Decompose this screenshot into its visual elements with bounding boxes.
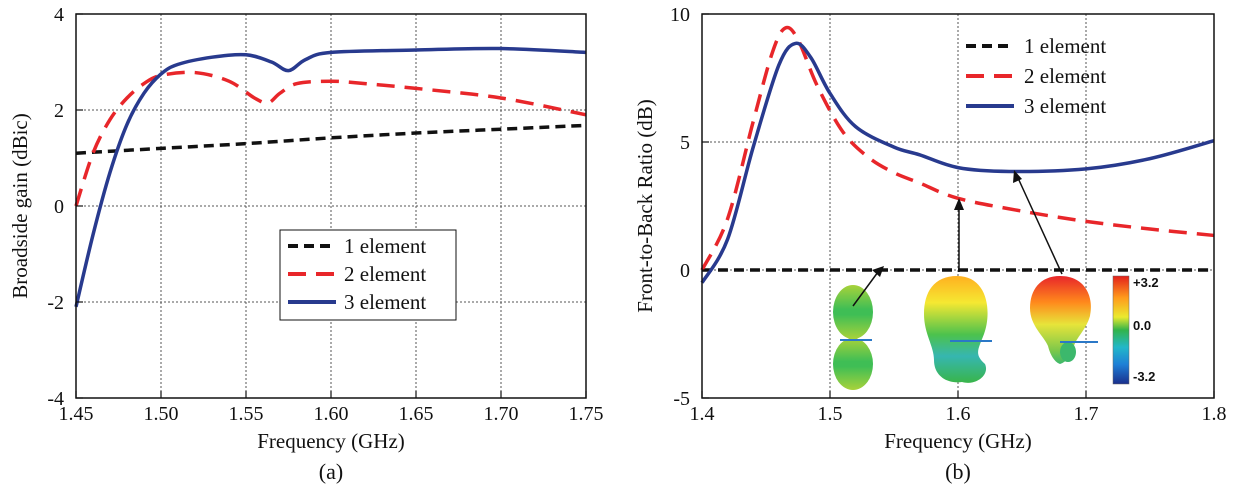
chart-b-xtick-label: 1.7 <box>1074 403 1099 425</box>
arrow-head-1 <box>872 266 884 277</box>
chart-b-ytick-label: -5 <box>673 388 690 410</box>
chart-b-legend-label-1: 1 element <box>1024 34 1106 58</box>
chart-a-xtick-label: 1.65 <box>399 403 434 425</box>
radiation-pattern-3-element <box>1030 276 1098 364</box>
colorbar-label-min: -3.2 <box>1133 369 1155 384</box>
chart-a-ytick-label: -4 <box>47 388 64 410</box>
colorbar: +3.2 0.0 -3.2 <box>1112 275 1159 385</box>
arrow-head-2 <box>954 198 964 210</box>
chart-a-ylabel: Broadside gain (dBic) <box>8 113 32 298</box>
chart-a-series-3-line <box>74 46 587 308</box>
chart-a-series-1-line <box>75 123 587 155</box>
chart-a-legend: 1 element 2 element 3 element <box>279 229 457 321</box>
chart-a-series-2-line <box>74 70 587 207</box>
chart-b-xlabel: Frequency (GHz) <box>884 429 1032 453</box>
chart-b-series-3-line <box>700 41 1215 284</box>
arrow-head-3 <box>1013 170 1022 183</box>
colorbar-label-max: +3.2 <box>1133 275 1159 290</box>
chart-b-legend-label-3: 3 element <box>1024 94 1106 118</box>
chart-b-xtick-label: 1.6 <box>946 403 971 425</box>
colorbar-label-mid: 0.0 <box>1133 318 1151 333</box>
chart-a-legend-label-2: 2 element <box>344 262 426 286</box>
chart-b-ytick-label: 5 <box>680 132 690 154</box>
colorbar-gradient <box>1112 275 1130 385</box>
chart-a-series <box>74 46 587 308</box>
radiation-pattern-2-element <box>924 276 992 383</box>
chart-a-grid <box>76 14 586 398</box>
chart-b: 1.4 1.5 1.6 1.7 1.8 -5 0 5 10 Frequency (GHz) Fr… <box>633 4 1227 484</box>
chart-a: 1.45 1.50 1.55 1.60 1.65 1.70 1.75 -4 -2 0 2 4 Freq… <box>8 4 604 484</box>
chart-b-ticks: 1.4 1.5 1.6 1.7 1.8 -5 0 5 10 <box>670 4 1227 425</box>
chart-b-caption: (b) <box>945 459 971 484</box>
chart-b-ytick-label: 0 <box>680 260 690 282</box>
chart-b-legend-label-2: 2 element <box>1024 64 1106 88</box>
chart-a-legend-label-3: 3 element <box>344 290 426 314</box>
chart-a-xlabel: Frequency (GHz) <box>257 429 405 453</box>
chart-a-xtick-label: 1.55 <box>229 403 264 425</box>
chart-a-ytick-label: 0 <box>54 196 64 218</box>
chart-a-ticks: 1.45 1.50 1.55 1.60 1.65 1.70 1.75 -4 -2 0 2 4 <box>47 4 603 425</box>
chart-a-ytick-label: 2 <box>54 100 64 122</box>
chart-a-xtick-label: 1.45 <box>59 403 94 425</box>
annotation-arrows <box>852 170 1063 307</box>
chart-a-ytick-label: -2 <box>47 292 64 314</box>
chart-a-ytick-label: 4 <box>54 4 64 26</box>
chart-a-xtick-label: 1.75 <box>569 403 604 425</box>
chart-a-xtick-label: 1.60 <box>314 403 349 425</box>
chart-b-ylabel: Front-to-Back Ratio (dB) <box>633 99 657 312</box>
chart-a-legend-label-1: 1 element <box>344 234 426 258</box>
chart-b-series-2-line <box>700 25 1215 271</box>
radiation-pattern-1-element <box>833 285 873 390</box>
chart-b-ytick-label: 10 <box>670 4 690 26</box>
chart-b-xtick-label: 1.4 <box>690 403 715 425</box>
chart-b-series <box>700 25 1215 284</box>
chart-b-legend: 1 element 2 element 3 element <box>966 34 1106 118</box>
chart-b-xtick-label: 1.5 <box>818 403 843 425</box>
chart-b-xtick-label: 1.8 <box>1202 403 1227 425</box>
chart-a-xtick-label: 1.70 <box>484 403 519 425</box>
chart-a-caption: (a) <box>319 459 343 484</box>
chart-a-xtick-label: 1.50 <box>144 403 179 425</box>
